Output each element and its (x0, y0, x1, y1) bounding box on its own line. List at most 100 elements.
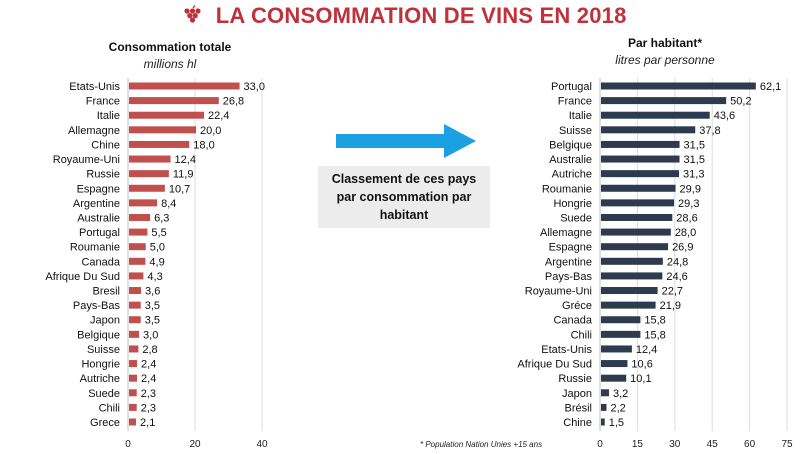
bar (601, 82, 756, 90)
category-label: Allemagne (540, 227, 592, 239)
page-title-text: LA CONSOMMATION DE VINS EN 2018 (215, 3, 627, 29)
category-label: Chili (571, 329, 592, 341)
bar (601, 389, 609, 397)
value-label: 5,5 (151, 227, 166, 239)
bar (601, 301, 656, 309)
value-label: 2,3 (141, 402, 156, 414)
bar (129, 345, 139, 353)
bar (601, 345, 632, 353)
category-label: Portugal (79, 227, 120, 239)
bar (129, 389, 137, 397)
value-label: 2,3 (141, 388, 156, 400)
category-label: Bresil (92, 286, 120, 298)
bar (129, 228, 148, 236)
bar (129, 272, 144, 280)
category-label: Suede (560, 212, 592, 224)
category-label: Belgique (549, 139, 592, 151)
category-label: Afrique Du Sud (45, 271, 120, 283)
bar (601, 155, 680, 163)
footnote: * Population Nation Unies +15 ans (420, 440, 543, 449)
bar (601, 257, 663, 265)
x-tick-label: 0 (125, 439, 131, 450)
bar (601, 140, 680, 148)
bar (601, 228, 671, 236)
value-label: 20,0 (200, 125, 221, 137)
category-label: Brésil (564, 402, 592, 414)
bar (129, 97, 219, 105)
bar (129, 330, 140, 338)
category-label: Espagne (77, 183, 120, 195)
category-label: Belgique (77, 329, 120, 341)
value-label: 37,8 (699, 125, 720, 137)
bar (129, 287, 142, 295)
bar (129, 301, 141, 309)
bar (601, 199, 675, 207)
bar (129, 213, 151, 221)
page-title: LA CONSOMMATION DE VINS EN 2018 (0, 2, 810, 29)
bar (601, 184, 676, 192)
bar (601, 403, 607, 411)
bar (601, 316, 641, 324)
bar (129, 140, 190, 148)
x-tick-label: 45 (707, 439, 719, 450)
category-label: Espagne (549, 242, 592, 254)
category-label: Canada (81, 256, 120, 268)
value-label: 12,4 (636, 344, 657, 356)
category-label: Australie (77, 212, 120, 224)
value-label: 2,2 (610, 402, 625, 414)
value-label: 3,6 (145, 286, 160, 298)
category-label: Grece (90, 417, 120, 429)
value-label: 12,4 (175, 154, 196, 166)
value-label: 5,0 (150, 242, 165, 254)
value-label: 28,0 (675, 227, 696, 239)
bar (601, 111, 710, 119)
value-label: 2,4 (141, 373, 156, 385)
bar (601, 330, 641, 338)
value-label: 1,5 (609, 417, 624, 429)
category-label: Chine (91, 139, 120, 151)
x-tick-label: 15 (632, 439, 644, 450)
bar (129, 360, 138, 368)
bar (601, 272, 663, 280)
value-label: 22,4 (208, 110, 229, 122)
value-label: 10,6 (631, 359, 652, 371)
bar (129, 403, 137, 411)
category-label: Russie (558, 373, 592, 385)
value-label: 29,9 (680, 183, 701, 195)
category-label: Chili (99, 402, 120, 414)
category-label: Suisse (559, 125, 592, 137)
bar (129, 155, 171, 163)
category-label: Afrique Du Sud (517, 359, 592, 371)
category-label: Autriche (80, 373, 120, 385)
bar (129, 111, 205, 119)
value-label: 4,3 (147, 271, 162, 283)
value-label: 29,3 (678, 198, 699, 210)
bar (129, 243, 146, 251)
bar (129, 170, 169, 178)
bar (601, 360, 628, 368)
value-label: 2,4 (141, 359, 156, 371)
value-label: 10,7 (169, 183, 190, 195)
value-label: 24,6 (666, 271, 687, 283)
right-chart-header: Par habitant* litres par personne (565, 36, 765, 67)
category-label: Italie (569, 110, 592, 122)
bar (129, 374, 138, 382)
value-label: 11,9 (173, 169, 194, 181)
ranking-callout: Classement de ces pays par consommation … (318, 166, 490, 228)
value-label: 2,8 (142, 344, 157, 356)
value-label: 4,9 (149, 256, 164, 268)
value-label: 10,1 (630, 373, 651, 385)
category-label: Autriche (552, 169, 592, 181)
right-chart-subtitle: litres par personne (615, 53, 715, 67)
value-label: 3,2 (613, 388, 628, 400)
value-label: 18,0 (193, 139, 214, 151)
category-label: Etats-Unis (541, 344, 592, 356)
value-label: 8,4 (161, 198, 176, 210)
value-label: 31,3 (683, 169, 704, 181)
value-label: 43,6 (714, 110, 735, 122)
value-label: 3,0 (143, 329, 158, 341)
category-label: Hongrie (81, 359, 120, 371)
bar (129, 418, 137, 426)
value-label: 31,5 (684, 154, 705, 166)
